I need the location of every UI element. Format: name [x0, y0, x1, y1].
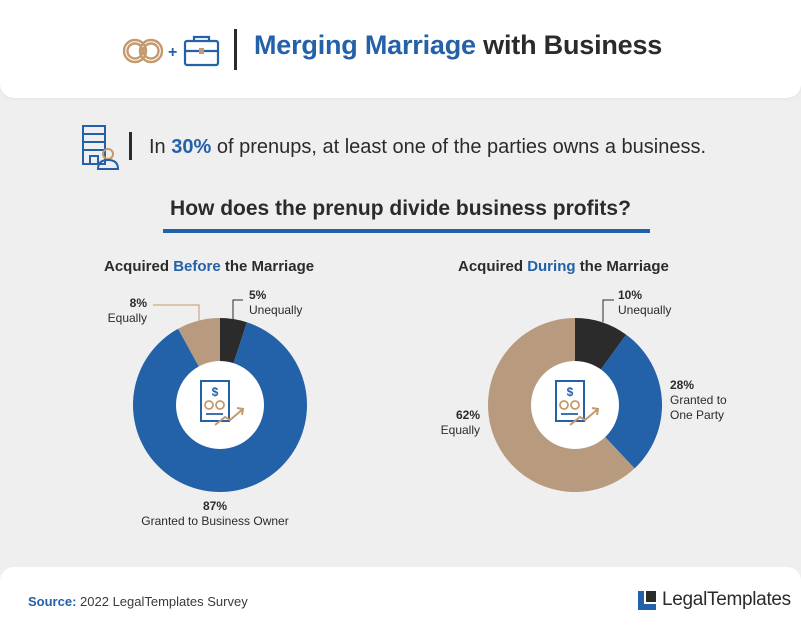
- contract-growth-icon: $: [555, 380, 600, 426]
- contract-growth-icon: $: [200, 380, 245, 426]
- svg-text:$: $: [212, 385, 219, 399]
- stat-prefix: In: [149, 136, 166, 158]
- title-rest: with Business: [483, 30, 663, 60]
- chart-1-title-pre: Acquired: [104, 258, 170, 275]
- donut-hole: [531, 361, 619, 449]
- slice-name: Granted to One Party: [670, 393, 727, 422]
- slice-pct: 28%: [670, 378, 695, 392]
- building-person-icon: [80, 124, 120, 175]
- chart-2-title: Acquired During the Marriage: [458, 258, 669, 275]
- slice-label-unequally-during: 10% Unequally: [618, 288, 671, 318]
- wedding-rings-icon: [122, 38, 164, 64]
- title-accent: Merging Marriage: [254, 30, 476, 60]
- slice-name: Unequally: [249, 303, 303, 317]
- chart-2-title-post: the Marriage: [579, 258, 669, 275]
- stat-divider: [129, 132, 132, 160]
- stat-text: In 30% of prenups, at least one of the p…: [149, 136, 706, 159]
- briefcase-icon: [183, 35, 220, 67]
- unequally-leader-line-2: [602, 299, 614, 322]
- rings-plus-briefcase-icon: +: [122, 34, 222, 68]
- svg-text:$: $: [567, 385, 574, 399]
- equally-leader-line: [153, 304, 200, 322]
- slice-label-unequally-before: 5% Unequally: [249, 288, 302, 318]
- donut-chart-before: $: [133, 318, 308, 492]
- slice-label-equally-during: 62% Equally: [430, 408, 480, 438]
- slice-pct: 8%: [129, 296, 147, 310]
- slice-pct: 62%: [455, 408, 480, 422]
- stat-percent: 30%: [171, 136, 212, 158]
- footer-bar: Source: 2022 LegalTemplates Survey Legal…: [0, 567, 801, 631]
- slice-name: Granted to Business Owner: [141, 514, 289, 528]
- legaltemplates-logo-icon: [638, 591, 656, 610]
- chart-question: How does the prenup divide business prof…: [170, 197, 631, 220]
- header-bar: + Merging Marriage with Business: [0, 0, 801, 98]
- slice-name: Equally: [440, 423, 480, 437]
- unequally-leader-line-1: [232, 299, 243, 322]
- slice-name: Equally: [107, 311, 147, 325]
- brand-name: LegalTemplates: [662, 589, 791, 610]
- donut-hole: [176, 361, 264, 449]
- plus-icon: +: [168, 44, 177, 61]
- stat-line: In 30% of prenups, at least one of the p…: [80, 124, 720, 170]
- slice-pct: 87%: [202, 499, 228, 513]
- slice-pct: 5%: [249, 288, 267, 302]
- source-credit: Source: 2022 LegalTemplates Survey: [28, 594, 248, 609]
- chart-1-title-accent: Before: [173, 258, 221, 275]
- slice-label-oneparty-during: 28% Granted to One Party: [670, 378, 740, 423]
- source-label: Source:: [28, 594, 77, 609]
- stat-suffix: of prenups, at least one of the parties …: [216, 136, 707, 158]
- chart-2-title-accent: During: [527, 258, 576, 275]
- donut-chart-during: $: [488, 318, 663, 492]
- header-divider: [234, 29, 237, 70]
- slice-label-owner-before: 87% Granted to Business Owner: [120, 499, 310, 529]
- chart-1-title-post: the Marriage: [224, 258, 315, 275]
- question-underline: [163, 229, 650, 233]
- slice-pct: 10%: [618, 288, 643, 302]
- source-text: 2022 LegalTemplates Survey: [80, 594, 248, 609]
- slice-name: Unequally: [618, 303, 672, 317]
- page-title: Merging Marriage with Business: [254, 30, 662, 61]
- chart-2-title-pre: Acquired: [458, 258, 524, 275]
- slice-label-equally-before: 8% Equally: [103, 296, 147, 326]
- chart-1-title: Acquired Before the Marriage: [104, 258, 314, 275]
